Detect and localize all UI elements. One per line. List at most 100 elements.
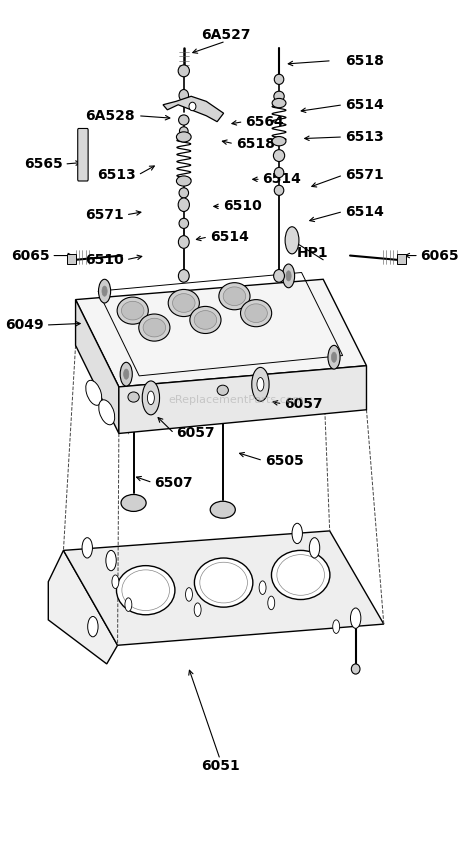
Ellipse shape [178, 269, 189, 282]
Text: 6049: 6049 [5, 318, 44, 332]
Ellipse shape [177, 176, 191, 186]
Ellipse shape [86, 380, 102, 405]
Text: 6514: 6514 [345, 98, 384, 111]
Circle shape [123, 369, 129, 379]
Text: 6065: 6065 [11, 248, 49, 263]
Circle shape [82, 538, 92, 558]
Text: 6507: 6507 [154, 476, 193, 490]
Circle shape [259, 581, 266, 594]
Ellipse shape [274, 74, 284, 84]
Ellipse shape [189, 102, 196, 110]
Ellipse shape [179, 89, 189, 101]
Text: 6571: 6571 [345, 168, 384, 182]
Circle shape [98, 280, 110, 303]
Text: 6505: 6505 [265, 454, 303, 468]
Polygon shape [63, 531, 384, 645]
Text: 6514: 6514 [210, 230, 249, 244]
Text: 6514: 6514 [345, 205, 384, 218]
Circle shape [142, 381, 159, 415]
Ellipse shape [179, 218, 189, 229]
Ellipse shape [178, 198, 189, 212]
Circle shape [309, 538, 320, 558]
Ellipse shape [219, 283, 250, 309]
Circle shape [120, 362, 132, 386]
Ellipse shape [116, 565, 175, 615]
Ellipse shape [217, 385, 228, 395]
Ellipse shape [274, 167, 284, 178]
Ellipse shape [178, 235, 189, 248]
Ellipse shape [117, 297, 148, 324]
Ellipse shape [172, 294, 195, 312]
Ellipse shape [274, 269, 284, 282]
Text: 6571: 6571 [85, 208, 124, 222]
Bar [67, 254, 76, 264]
Text: 6513: 6513 [345, 130, 384, 144]
Text: 6513: 6513 [97, 168, 136, 182]
Circle shape [268, 596, 275, 609]
Ellipse shape [139, 314, 170, 341]
Ellipse shape [274, 150, 285, 162]
Text: 6510: 6510 [85, 252, 124, 267]
Circle shape [331, 352, 336, 362]
Circle shape [257, 377, 264, 391]
Ellipse shape [179, 127, 188, 135]
Polygon shape [163, 96, 224, 122]
Ellipse shape [272, 551, 330, 599]
Ellipse shape [177, 132, 191, 142]
Circle shape [125, 598, 132, 611]
Ellipse shape [179, 188, 189, 198]
Ellipse shape [168, 290, 199, 316]
Ellipse shape [223, 287, 246, 305]
Ellipse shape [272, 137, 286, 146]
Text: eReplacementParts.com: eReplacementParts.com [169, 394, 304, 405]
Polygon shape [75, 280, 366, 387]
Circle shape [194, 603, 201, 616]
Circle shape [285, 227, 299, 254]
Ellipse shape [272, 99, 286, 108]
Polygon shape [75, 299, 119, 434]
Circle shape [88, 616, 98, 637]
Text: 6065: 6065 [421, 248, 459, 263]
Text: 6565: 6565 [24, 157, 62, 171]
Circle shape [328, 345, 340, 369]
Circle shape [292, 524, 302, 544]
Ellipse shape [351, 664, 360, 674]
Ellipse shape [245, 303, 267, 322]
Ellipse shape [122, 301, 144, 320]
Ellipse shape [274, 91, 284, 101]
Text: HP1: HP1 [296, 246, 328, 260]
Polygon shape [48, 551, 117, 664]
Text: 6518: 6518 [236, 137, 274, 150]
Circle shape [333, 620, 340, 633]
Polygon shape [119, 366, 366, 434]
Text: 6510: 6510 [223, 200, 261, 213]
Ellipse shape [99, 400, 115, 425]
Ellipse shape [240, 299, 272, 326]
Circle shape [112, 575, 119, 588]
Circle shape [106, 551, 116, 570]
Text: 6051: 6051 [201, 758, 240, 773]
Ellipse shape [194, 558, 253, 607]
Ellipse shape [274, 185, 284, 196]
Circle shape [102, 286, 107, 296]
Text: 6A528: 6A528 [85, 109, 135, 122]
Circle shape [185, 587, 192, 601]
Text: 6564: 6564 [245, 115, 284, 128]
Circle shape [286, 271, 291, 281]
Ellipse shape [178, 65, 189, 76]
Bar [397, 254, 406, 264]
Ellipse shape [121, 495, 146, 512]
Text: 6514: 6514 [262, 173, 302, 186]
Text: 6057: 6057 [176, 427, 215, 440]
Text: 6518: 6518 [345, 54, 384, 68]
Text: 6057: 6057 [284, 397, 323, 411]
Ellipse shape [128, 392, 139, 402]
Circle shape [252, 367, 269, 401]
Ellipse shape [178, 115, 189, 125]
Ellipse shape [190, 306, 221, 333]
FancyBboxPatch shape [78, 128, 88, 181]
Circle shape [282, 264, 295, 288]
Ellipse shape [194, 310, 217, 329]
Text: 6A527: 6A527 [201, 28, 251, 42]
Ellipse shape [143, 318, 165, 337]
